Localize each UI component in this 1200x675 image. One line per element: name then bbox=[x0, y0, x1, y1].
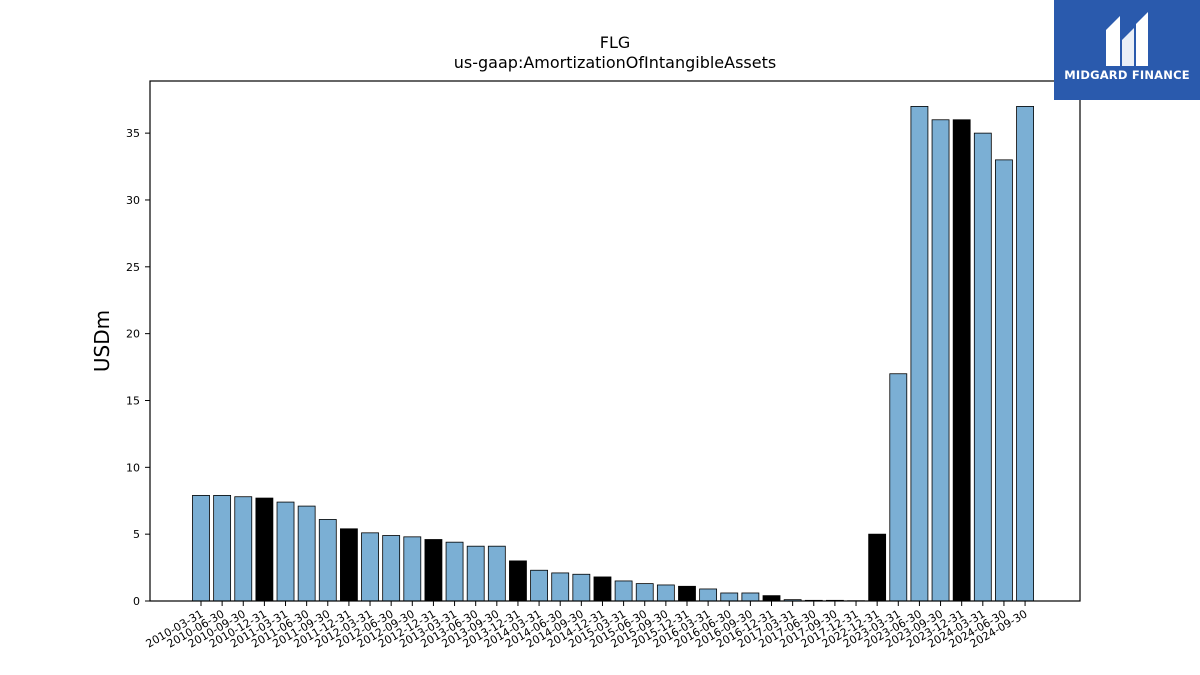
bar bbox=[340, 528, 358, 602]
bar bbox=[720, 592, 739, 602]
brand-name: MIDGARD FINANCE bbox=[1064, 68, 1190, 82]
y-axis-label: USDm bbox=[90, 310, 114, 372]
chart-subtitle: us-gaap:AmortizationOfIntangibleAssets bbox=[454, 53, 776, 72]
bar bbox=[995, 159, 1013, 602]
bar bbox=[741, 592, 760, 602]
bar bbox=[192, 494, 210, 602]
midgard-logo-icon bbox=[1106, 12, 1148, 66]
bar bbox=[931, 119, 950, 602]
bar bbox=[952, 119, 971, 602]
bars-group bbox=[192, 106, 1034, 602]
y-tick-label: 10 bbox=[126, 461, 140, 474]
bar bbox=[466, 545, 485, 602]
y-tick-label: 35 bbox=[126, 127, 140, 140]
bar bbox=[530, 569, 548, 602]
bar bbox=[889, 373, 908, 602]
bar bbox=[509, 560, 527, 602]
bar bbox=[699, 588, 718, 602]
bar bbox=[318, 519, 337, 602]
y-tick-label: 25 bbox=[126, 261, 140, 274]
y-tick-label: 30 bbox=[126, 194, 140, 207]
chart-title: FLG bbox=[600, 33, 631, 52]
bar bbox=[297, 505, 316, 602]
brand-logo: MIDGARD FINANCE bbox=[1054, 0, 1200, 100]
bar bbox=[361, 532, 379, 602]
y-tick-label: 15 bbox=[126, 394, 140, 407]
bar bbox=[762, 595, 781, 602]
bar bbox=[868, 533, 887, 602]
bar bbox=[656, 584, 675, 602]
y-axis: 0 5 10 15 20 25 30 35 bbox=[126, 127, 150, 608]
plot-frame bbox=[149, 80, 1081, 602]
bar bbox=[593, 576, 612, 602]
bar bbox=[910, 106, 929, 602]
bar bbox=[678, 585, 696, 602]
y-tick-label: 0 bbox=[133, 595, 140, 608]
bar bbox=[572, 573, 591, 602]
bar bbox=[234, 496, 253, 602]
y-tick-label: 5 bbox=[133, 528, 140, 541]
bar bbox=[973, 132, 992, 602]
bar bbox=[487, 545, 506, 602]
x-axis: 2010-03-312010-06-302010-09-302010-12-31… bbox=[144, 601, 1030, 651]
bar bbox=[1016, 106, 1034, 602]
bar bbox=[382, 535, 401, 602]
bar bbox=[551, 572, 570, 602]
bar bbox=[445, 541, 464, 602]
bar bbox=[424, 539, 443, 602]
bar bbox=[614, 580, 633, 602]
bar bbox=[255, 497, 274, 602]
bar bbox=[276, 501, 295, 602]
bar bbox=[635, 583, 654, 602]
y-tick-label: 20 bbox=[126, 328, 140, 341]
bar bbox=[213, 494, 232, 602]
bar bbox=[403, 536, 422, 602]
